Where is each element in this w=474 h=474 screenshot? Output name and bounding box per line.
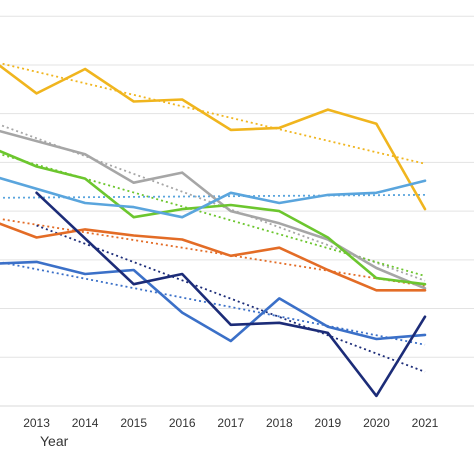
trendlines xyxy=(0,62,426,373)
trendline-6 xyxy=(0,261,426,346)
series-line-4 xyxy=(0,176,427,219)
series-line-3 xyxy=(0,149,427,286)
data-series xyxy=(0,64,427,398)
trendline-5 xyxy=(0,218,426,287)
series-line-6 xyxy=(0,260,427,343)
series-line-1 xyxy=(0,64,427,211)
x-tick-label: 2015 xyxy=(120,416,147,430)
trendline-3 xyxy=(0,153,426,277)
x-axis-title: Year xyxy=(40,433,69,449)
gridlines xyxy=(0,15,474,407)
x-tick-label: 2019 xyxy=(315,416,342,430)
series-line-5 xyxy=(0,222,427,292)
trendline-7 xyxy=(36,224,426,373)
x-tick-label: 2014 xyxy=(72,416,99,430)
x-tick-label: 2018 xyxy=(266,416,293,430)
x-tick-label: 2013 xyxy=(23,416,50,430)
x-tick-label: 2021 xyxy=(412,416,439,430)
x-tick-label: 2017 xyxy=(217,416,244,430)
series-line-2 xyxy=(0,129,427,290)
x-axis-ticks: 2013 2014 2015 2016 2017 2018 2019 2020 2021 xyxy=(23,416,438,430)
x-tick-label: 2016 xyxy=(169,416,196,430)
x-tick-label: 2020 xyxy=(363,416,390,430)
series-line-7 xyxy=(35,191,427,398)
